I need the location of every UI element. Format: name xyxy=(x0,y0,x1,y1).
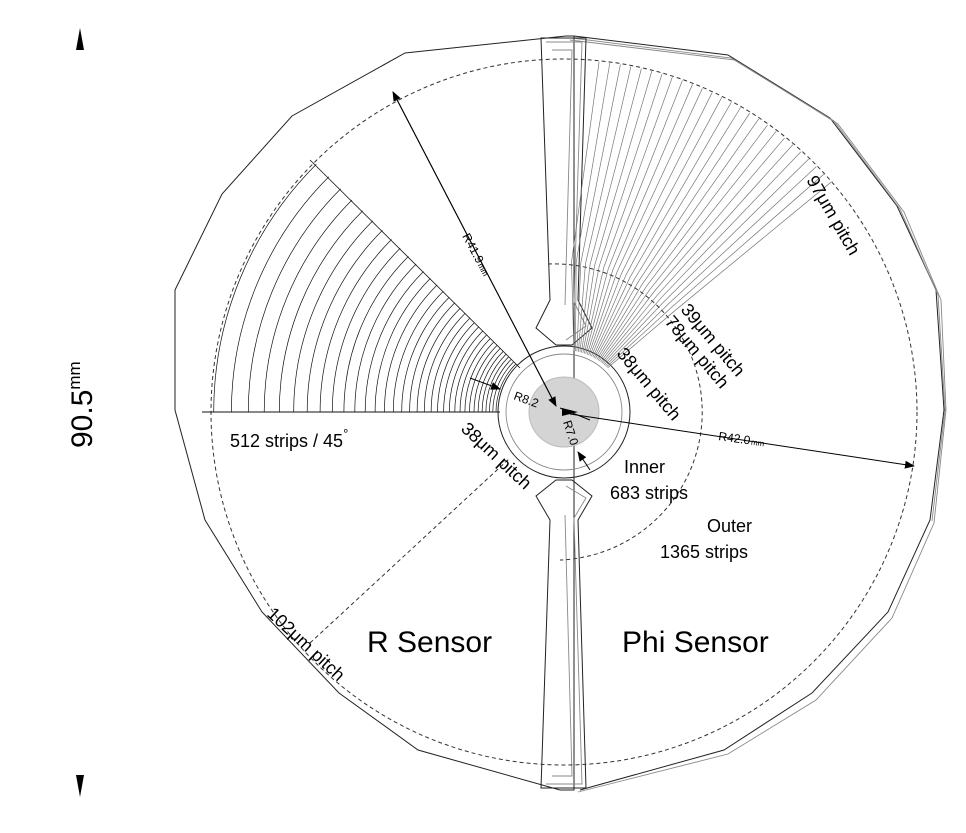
phi-pitch-outer-label: 97μm pitch xyxy=(803,172,865,259)
phi-strip-line xyxy=(588,88,703,356)
r-strip-arc xyxy=(247,188,341,413)
phi-strip-line xyxy=(583,76,673,354)
r-strip-arc xyxy=(331,247,401,413)
top-arrow-icon xyxy=(76,28,84,50)
phi-strip-line xyxy=(593,107,741,358)
r-lower-dashed-line xyxy=(309,457,511,644)
r70-pointer xyxy=(577,451,591,471)
inner-strips-label: 683 strips xyxy=(610,483,688,503)
r-strip-arc xyxy=(423,312,466,413)
r-strip-arc xyxy=(443,326,480,413)
r42-dimension-line xyxy=(569,413,915,469)
phi-strip-line xyxy=(603,158,809,366)
center-mark xyxy=(562,408,578,416)
phi-strip-line xyxy=(606,174,824,368)
phi-strip-line xyxy=(576,64,621,352)
height-dimension: 90.5mm xyxy=(65,28,99,797)
r-sensor-outline xyxy=(174,35,575,791)
phi-sensor-outline xyxy=(569,35,947,793)
r-strip-arc xyxy=(437,322,475,413)
r-strip-arc xyxy=(384,284,438,413)
r-pitch-outer-label: 102μm pitch xyxy=(263,603,349,685)
phi-strip-line xyxy=(579,68,642,353)
phi-strip-line xyxy=(578,66,632,352)
phi-strip-line xyxy=(585,80,683,354)
height-dim-label: 90.5mm xyxy=(65,361,99,448)
central-waist xyxy=(535,37,593,789)
r-sensor-label: R Sensor xyxy=(367,626,492,659)
r-strip-arc xyxy=(489,359,512,413)
phi-strip-line xyxy=(592,102,732,358)
phi-strip-line xyxy=(595,112,751,359)
phi-sensor-strips xyxy=(571,61,832,369)
phi-boundary-arc xyxy=(547,263,703,561)
outer-label: Outer xyxy=(707,516,752,536)
r-strips-label: 512 strips / 45° xyxy=(230,426,348,451)
r-strip-arc xyxy=(416,307,461,413)
r-strip-arc xyxy=(364,271,424,413)
r-strip-arc xyxy=(473,348,501,413)
phi-strip-line xyxy=(597,124,768,361)
r-pitch-inner-label: 38μm pitch xyxy=(457,418,535,493)
r-sensor-strips xyxy=(213,164,517,413)
phi-strip-line xyxy=(601,144,794,364)
r-strip-arc xyxy=(469,344,498,413)
phi-strip-line xyxy=(602,151,802,365)
r-strip-arc xyxy=(392,291,444,413)
r-strip-arc xyxy=(343,256,409,413)
r-strip-arc xyxy=(263,199,353,413)
r-strip-arc xyxy=(448,330,484,413)
r-strip-arc xyxy=(464,341,495,413)
phi-strip-line xyxy=(575,62,611,352)
phi-strip-line xyxy=(571,61,600,351)
r82-dimension-line xyxy=(469,377,501,390)
phi-strip-line xyxy=(586,84,693,355)
r41-label: R41.9mm xyxy=(459,231,493,279)
phi-strip-line xyxy=(605,166,817,367)
r-strip-arc xyxy=(278,210,363,413)
r-strip-arc xyxy=(213,164,317,413)
phi-strip-line xyxy=(582,73,663,353)
r-strip-arc xyxy=(459,338,491,413)
r-strip-arc xyxy=(454,334,488,413)
r-strip-arc xyxy=(430,317,471,413)
bottom-arrow-icon xyxy=(76,775,84,797)
r-strip-arc xyxy=(481,353,507,413)
r-strip-arc xyxy=(401,296,450,413)
r42-label: R42.0mm xyxy=(718,429,766,449)
r41-dimension-back xyxy=(392,91,557,407)
inner-label: Inner xyxy=(624,457,665,477)
r-strip-arc xyxy=(374,278,431,413)
r-strip-arc xyxy=(485,356,509,413)
r-strip-arc xyxy=(495,363,517,413)
r-strip-arc xyxy=(354,263,417,413)
phi-strip-line xyxy=(581,71,653,353)
phi-strip-line xyxy=(599,130,777,362)
r-strip-arc xyxy=(319,239,392,413)
r-strip-arc xyxy=(306,230,383,413)
r-strip-arc xyxy=(231,176,330,413)
phi-strip-line xyxy=(589,92,713,356)
phi-sensor-label: Phi Sensor xyxy=(622,626,769,659)
phi-strip-line xyxy=(607,182,832,369)
r-sector-top-line xyxy=(309,159,521,369)
phi-strip-line xyxy=(600,137,785,363)
r-strip-arc xyxy=(409,302,456,413)
phi-strip-line xyxy=(596,118,760,360)
outer-strips-label: 1365 strips xyxy=(660,542,748,562)
r-strip-arc xyxy=(477,351,504,413)
r-strip-arc xyxy=(293,220,374,413)
phi-strip-line xyxy=(591,97,723,357)
